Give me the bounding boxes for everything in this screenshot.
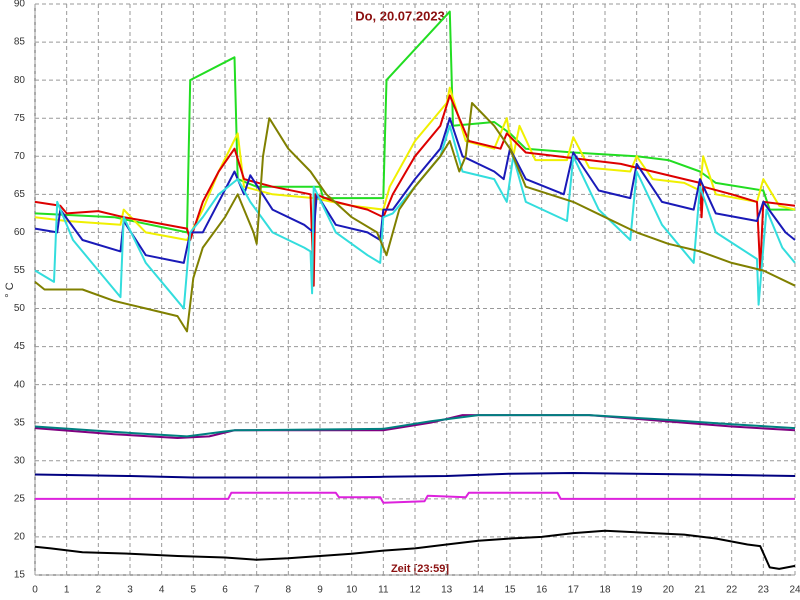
x-tick-label: 12 <box>409 585 421 596</box>
x-tick-label: 17 <box>568 585 580 596</box>
data-line <box>34 472 796 479</box>
x-tick-label: 24 <box>789 585 800 596</box>
x-tick-label: 23 <box>758 585 770 596</box>
data-line <box>34 529 796 570</box>
y-tick-label: 45 <box>14 341 26 352</box>
x-tick-label: 9 <box>317 585 323 596</box>
x-tick-label: 14 <box>473 585 485 596</box>
x-tick-label: 7 <box>254 585 260 596</box>
x-tick-label: 18 <box>599 585 611 596</box>
y-tick-label: 85 <box>14 37 26 48</box>
x-tick-label: 6 <box>222 585 228 596</box>
y-tick-label: 25 <box>14 494 26 505</box>
chart-title: Do, 20.07.2023 <box>355 8 445 23</box>
y-tick-label: 50 <box>14 303 26 314</box>
data-line <box>35 491 795 504</box>
y-tick-label: 40 <box>14 379 26 390</box>
y-tick-label: 65 <box>14 189 26 200</box>
x-tick-label: 13 <box>441 585 453 596</box>
y-tick-label: 15 <box>14 570 26 581</box>
x-tick-label: 15 <box>504 585 516 596</box>
x-tick-label: 21 <box>694 585 706 596</box>
data-line <box>34 94 796 287</box>
x-tick-label: 2 <box>96 585 102 596</box>
x-tick-label: 4 <box>159 585 165 596</box>
y-tick-label: 55 <box>14 265 26 276</box>
x-tick-label: 8 <box>286 585 292 596</box>
x-tick-label: 11 <box>378 585 389 596</box>
x-tick-label: 22 <box>726 585 738 596</box>
y-tick-label: 35 <box>14 417 26 428</box>
x-tick-label: 16 <box>536 585 548 596</box>
data-line <box>34 414 796 439</box>
y-tick-label: 20 <box>14 532 26 543</box>
x-tick-label: 3 <box>127 585 133 596</box>
x-axis-label: Zeit [23:59] <box>391 563 449 575</box>
y-tick-label: 90 <box>14 0 26 10</box>
x-tick-label: 19 <box>631 585 643 596</box>
y-tick-label: 30 <box>14 455 26 466</box>
data-line <box>34 414 796 438</box>
data-line <box>34 102 796 333</box>
x-tick-label: 1 <box>64 585 70 596</box>
y-axis-label: ° C <box>4 282 16 297</box>
y-tick-label: 80 <box>14 75 26 86</box>
y-tick-label: 60 <box>14 227 26 238</box>
data-line <box>34 10 795 234</box>
data-line <box>34 117 796 264</box>
x-tick-label: 20 <box>663 585 675 596</box>
data-line <box>34 124 796 310</box>
y-tick-label: 75 <box>14 113 26 124</box>
y-tick-label: 70 <box>14 151 26 162</box>
x-tick-label: 0 <box>32 585 38 596</box>
x-tick-label: 5 <box>191 585 197 596</box>
x-tick-label: 10 <box>346 585 358 596</box>
